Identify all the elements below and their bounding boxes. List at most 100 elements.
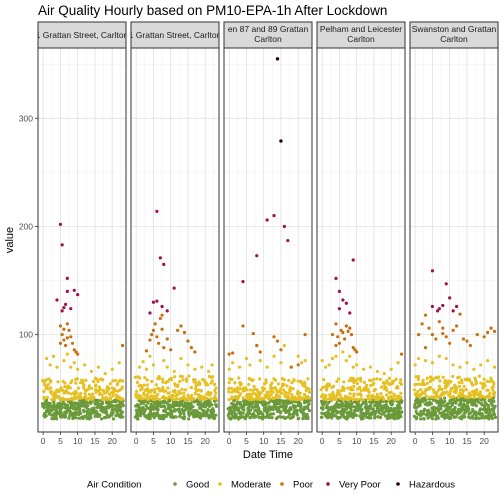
data-point-moderate — [91, 379, 96, 384]
data-point-moderate — [202, 378, 206, 382]
data-point-very-poor — [436, 309, 440, 313]
data-point-poor — [486, 330, 490, 335]
data-point-moderate — [227, 397, 231, 402]
data-point-good — [278, 411, 283, 415]
data-point-moderate — [399, 382, 404, 387]
data-point-very-poor — [62, 306, 66, 310]
data-point-good — [271, 412, 276, 416]
data-point-moderate — [366, 387, 370, 391]
data-point-good — [361, 416, 365, 421]
data-point-moderate — [341, 350, 345, 354]
data-point-poor — [468, 343, 472, 348]
data-point-good — [250, 401, 255, 405]
data-point-moderate — [80, 396, 84, 400]
data-point-moderate — [66, 391, 71, 395]
data-point-moderate — [135, 380, 140, 384]
panel-background — [410, 48, 498, 432]
data-point-good — [333, 408, 338, 412]
facet-strip — [316, 21, 406, 49]
data-point-moderate — [384, 393, 389, 397]
data-point-poor — [58, 324, 63, 328]
data-point-good — [293, 404, 298, 409]
data-point-moderate — [478, 392, 482, 396]
data-point-good — [419, 417, 423, 421]
data-point-good — [166, 406, 170, 411]
data-point-poor — [58, 341, 63, 345]
data-point-moderate — [419, 387, 423, 392]
data-point-moderate — [446, 379, 450, 383]
data-point-moderate — [237, 365, 242, 369]
data-point-good — [63, 414, 68, 419]
data-point-very-poor — [437, 307, 441, 311]
data-point-good — [369, 411, 374, 415]
data-point-good — [106, 406, 111, 410]
data-point-very-poor — [158, 256, 162, 260]
data-point-poor — [175, 328, 180, 332]
data-point-good — [307, 402, 311, 406]
facet-strip-label: 1 Grattan Street, Carlton — [129, 30, 222, 40]
data-point-good — [296, 417, 300, 421]
data-point-moderate — [445, 390, 449, 394]
data-point-moderate — [471, 383, 475, 387]
data-point-good — [68, 406, 72, 410]
data-point-good — [78, 411, 82, 415]
data-point-moderate — [428, 385, 433, 390]
data-point-good — [228, 405, 232, 409]
data-point-moderate — [55, 365, 59, 369]
data-point-moderate — [451, 363, 455, 367]
data-point-moderate — [183, 388, 188, 392]
data-point-moderate — [245, 388, 249, 392]
data-point-poor — [69, 335, 73, 339]
data-point-very-poor — [351, 258, 355, 262]
data-point-poor — [420, 322, 424, 326]
data-point-moderate — [145, 387, 150, 391]
data-point-moderate — [250, 378, 254, 383]
data-point-moderate — [207, 369, 211, 374]
y-tick-label: 300 — [19, 113, 33, 123]
data-point-moderate — [354, 379, 358, 383]
data-point-moderate — [111, 391, 115, 395]
data-point-poor — [62, 327, 66, 331]
data-point-moderate — [302, 392, 307, 397]
data-point-moderate — [288, 385, 293, 390]
data-point-moderate — [248, 388, 252, 392]
data-point-good — [427, 408, 431, 413]
panel-border — [316, 47, 406, 433]
legend-label: Poor — [293, 480, 313, 491]
data-point-poor — [155, 335, 159, 339]
data-point-moderate — [438, 394, 443, 398]
data-point-moderate — [176, 392, 180, 397]
data-point-moderate — [300, 361, 304, 365]
data-point-moderate — [454, 388, 458, 393]
data-point-moderate — [145, 383, 149, 387]
data-point-good — [450, 403, 455, 407]
data-point-good — [321, 406, 325, 411]
data-point-moderate — [356, 377, 360, 381]
data-point-very-poor — [58, 222, 63, 226]
data-point-poor — [475, 333, 479, 337]
data-point-moderate — [178, 391, 183, 395]
data-point-poor — [157, 341, 161, 345]
data-point-moderate — [237, 376, 241, 380]
data-point-moderate — [334, 397, 339, 401]
data-point-poor — [76, 352, 80, 356]
data-point-good — [89, 416, 93, 420]
data-point-good — [330, 416, 334, 420]
data-point-good — [414, 409, 418, 414]
data-point-good — [67, 416, 71, 420]
data-point-moderate — [233, 381, 237, 385]
data-point-good — [241, 411, 245, 415]
data-point-moderate — [375, 377, 379, 381]
data-point-good — [199, 414, 203, 419]
data-point-moderate — [74, 381, 78, 385]
chart-title: Air Quality Hourly based on PM10-EPA-1h … — [38, 3, 388, 18]
data-point-very-poor — [165, 309, 169, 313]
data-point-good — [260, 417, 265, 421]
data-point-good — [462, 415, 466, 419]
data-point-good — [306, 416, 310, 420]
data-point-poor — [399, 352, 404, 356]
data-point-good — [367, 414, 372, 419]
data-point-moderate — [151, 363, 156, 367]
